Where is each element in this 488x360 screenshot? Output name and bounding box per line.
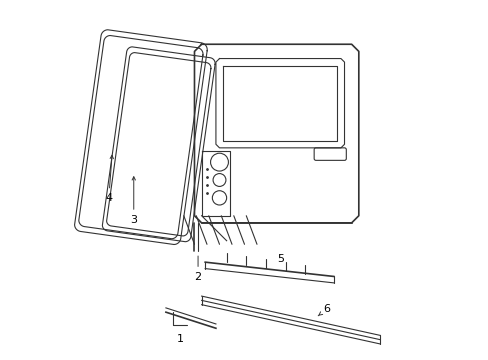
- Text: 5: 5: [276, 254, 283, 264]
- Text: 2: 2: [194, 256, 201, 282]
- Text: 3: 3: [130, 177, 137, 225]
- Text: 1: 1: [176, 334, 183, 343]
- Text: 4: 4: [105, 155, 113, 203]
- Text: 6: 6: [318, 304, 329, 316]
